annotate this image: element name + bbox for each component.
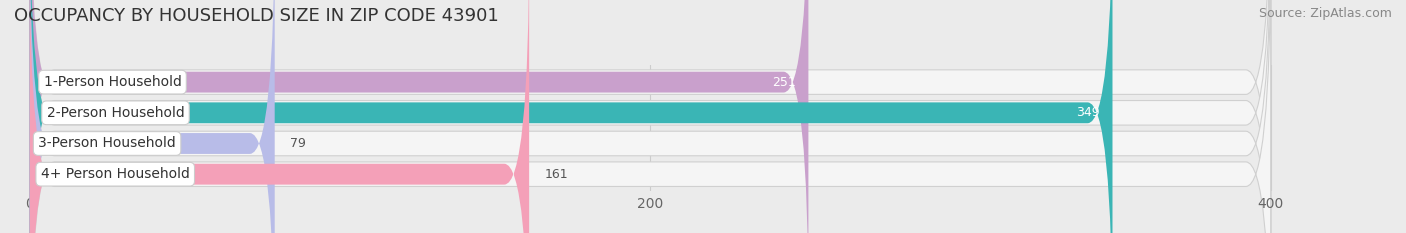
Text: 3-Person Household: 3-Person Household: [38, 137, 176, 151]
Text: 251: 251: [772, 76, 796, 89]
Text: 1-Person Household: 1-Person Household: [44, 75, 181, 89]
FancyBboxPatch shape: [30, 0, 1112, 233]
FancyBboxPatch shape: [30, 0, 808, 233]
FancyBboxPatch shape: [30, 0, 274, 233]
FancyBboxPatch shape: [30, 0, 1271, 233]
FancyBboxPatch shape: [30, 0, 1271, 233]
Text: 4+ Person Household: 4+ Person Household: [41, 167, 190, 181]
Text: Source: ZipAtlas.com: Source: ZipAtlas.com: [1258, 7, 1392, 20]
Text: 349: 349: [1077, 106, 1099, 119]
FancyBboxPatch shape: [30, 0, 1271, 233]
Text: OCCUPANCY BY HOUSEHOLD SIZE IN ZIP CODE 43901: OCCUPANCY BY HOUSEHOLD SIZE IN ZIP CODE …: [14, 7, 499, 25]
Text: 2-Person Household: 2-Person Household: [46, 106, 184, 120]
FancyBboxPatch shape: [30, 0, 1271, 233]
Text: 79: 79: [290, 137, 307, 150]
Text: 161: 161: [544, 168, 568, 181]
FancyBboxPatch shape: [30, 0, 529, 233]
